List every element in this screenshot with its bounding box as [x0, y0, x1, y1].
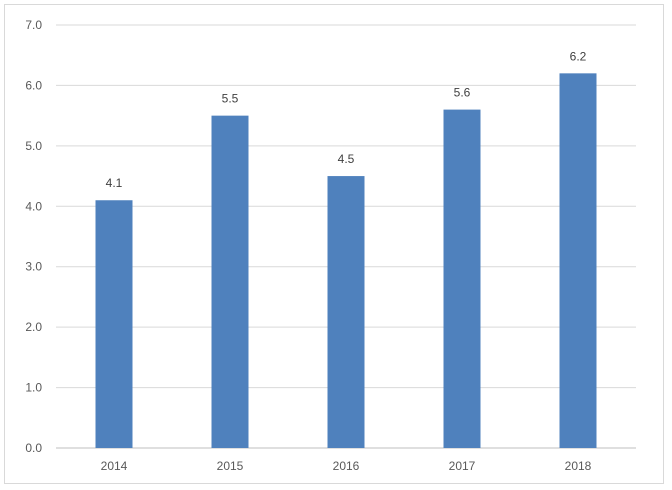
y-tick-label: 6.0 [25, 78, 42, 92]
y-tick-label: 1.0 [25, 381, 42, 395]
x-tick-label: 2017 [449, 459, 476, 473]
bar-2014 [95, 200, 133, 448]
bar-2018 [559, 73, 597, 448]
bar-2017 [443, 109, 481, 448]
y-tick-label: 4.0 [25, 199, 42, 213]
data-label-2016: 4.5 [338, 152, 355, 166]
data-label-2017: 5.6 [454, 86, 471, 100]
x-tick-label: 2018 [565, 459, 592, 473]
bar-2016 [327, 176, 365, 449]
x-tick-label: 2015 [217, 459, 244, 473]
y-tick-label: 5.0 [25, 139, 42, 153]
data-label-2014: 4.1 [106, 176, 123, 190]
x-tick-label: 2014 [101, 459, 128, 473]
x-tick-label: 2016 [333, 459, 360, 473]
data-labels: 4.1 5.5 4.5 5.6 6.2 [106, 49, 587, 190]
y-axis-ticks: 0.0 1.0 2.0 3.0 4.0 5.0 6.0 7.0 [25, 18, 42, 455]
y-tick-label: 7.0 [25, 18, 42, 32]
bars [95, 73, 597, 449]
bar-2015 [211, 115, 249, 449]
y-tick-label: 2.0 [25, 320, 42, 334]
data-label-2018: 6.2 [570, 49, 587, 63]
y-tick-label: 3.0 [25, 260, 42, 274]
y-tick-label: 0.0 [25, 441, 42, 455]
x-axis-ticks: 2014 2015 2016 2017 2018 [101, 459, 592, 473]
data-label-2015: 5.5 [222, 92, 239, 106]
